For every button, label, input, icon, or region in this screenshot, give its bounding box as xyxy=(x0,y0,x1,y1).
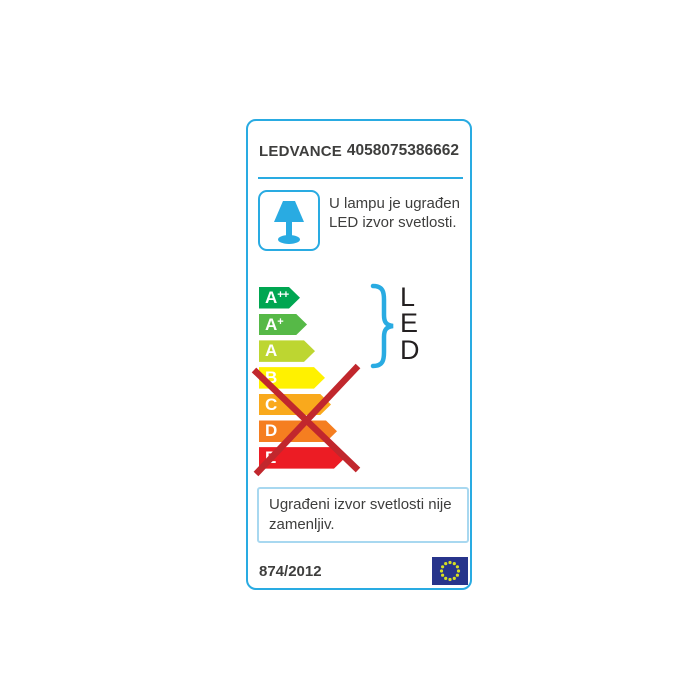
note-box: Ugrađeni izvor svetlosti nije zamenljiv. xyxy=(257,487,469,543)
eu-flag-stars xyxy=(439,560,461,582)
energy-class-arrow: D xyxy=(259,420,337,442)
energy-class-grade: A xyxy=(265,341,278,361)
brand-name: LEDVANCE xyxy=(259,143,342,160)
energy-class-grade: A xyxy=(265,288,278,307)
header-divider xyxy=(258,177,463,179)
energy-class-grade: A xyxy=(265,314,278,334)
energy-class-grade: C xyxy=(265,394,278,414)
lamp-icon-box xyxy=(258,190,320,251)
energy-class-arrow: E xyxy=(259,447,345,469)
led-letter: D xyxy=(400,334,420,365)
energy-class-grade: B xyxy=(265,368,278,388)
energy-class-grade: D xyxy=(265,421,278,441)
led-letter: L xyxy=(400,282,416,312)
lamp-info-text: U lampu je ugrađen LED izvor svetlosti. xyxy=(329,195,460,231)
energy-class-arrow: A+ xyxy=(259,314,307,336)
energy-class-arrow: B xyxy=(259,367,325,389)
energy-class-arrow: A++ xyxy=(259,287,300,309)
energy-class-arrow: A xyxy=(259,340,315,362)
energy-class-arrow: C xyxy=(259,394,331,416)
led-letter: E xyxy=(400,308,419,339)
table-lamp-icon xyxy=(274,201,304,244)
eu-flag-icon xyxy=(432,557,468,585)
energy-class-grade: E xyxy=(265,448,277,468)
energy-scale: A++ A+ A B C D E xyxy=(259,287,345,474)
ean-number: 4058075386662 xyxy=(346,142,459,159)
energy-class-grade-superscript: ++ xyxy=(277,289,289,301)
led-marking: L E D xyxy=(400,282,420,365)
energy-label-card: LEDVANCE 4058075386662 U lampu je ugrađe… xyxy=(246,119,472,590)
note-text: Ugrađeni izvor svetlosti nije zamenljiv. xyxy=(269,496,452,533)
led-brace-icon xyxy=(370,283,394,369)
energy-class-grade-superscript: + xyxy=(277,315,283,328)
regulation-number: 874/2012 xyxy=(259,563,322,580)
